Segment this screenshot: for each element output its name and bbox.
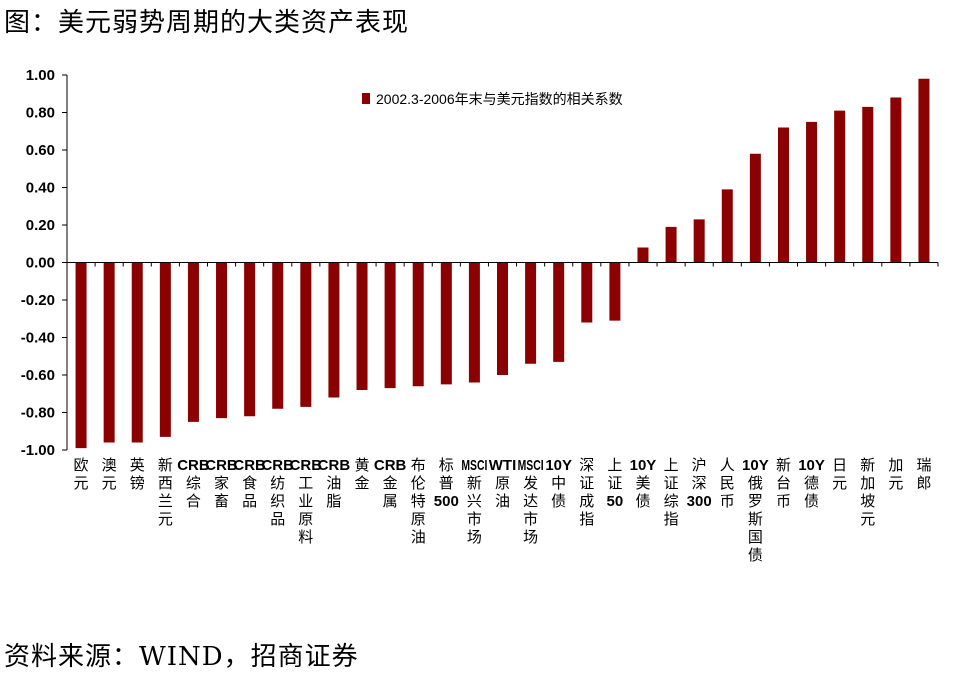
y-tick-label: 1.00 (26, 67, 55, 84)
bar (890, 97, 902, 263)
bar (918, 78, 930, 263)
category-label: 欧元 (74, 456, 89, 492)
category-label: 标普 500 (434, 456, 459, 510)
bar (637, 247, 649, 263)
figure-source: 资料来源：WIND，招商证券 (4, 642, 359, 672)
category-label: CRB 食品 (233, 457, 266, 510)
figure-title: 图：美元弱势周期的大类资产表现 (4, 8, 410, 38)
y-tick-label: -0.80 (21, 405, 55, 422)
bar (328, 262, 340, 398)
bar (244, 262, 256, 417)
x-axis (66, 262, 939, 267)
category-label: 上证 50 (607, 456, 624, 510)
category-label: 10Y 中债 (545, 457, 572, 510)
category-label: 10Y 德债 (798, 457, 825, 510)
bar (497, 262, 508, 375)
y-tick-label: -0.60 (21, 367, 55, 384)
bar (187, 262, 199, 422)
y-tick-label: 0.60 (26, 142, 55, 159)
category-label: 加元 (888, 456, 903, 492)
y-tick-label: -0.40 (21, 330, 55, 347)
category-label: CRB 纺织品 (261, 457, 294, 528)
category-label: 沪深 300 (687, 456, 712, 510)
bar (468, 262, 480, 383)
category-label: 新西兰元 (158, 456, 173, 528)
bar (665, 226, 677, 263)
category-label: 新加坡元 (860, 456, 875, 528)
category-label: 10Y 美债 (630, 457, 657, 510)
legend-label: 2002.3-2006年末与美元指数的相关系数 (376, 91, 623, 107)
category-label: CRB 金属 (374, 457, 407, 510)
category-label: 瑞郎 (916, 456, 931, 492)
bar (777, 127, 789, 263)
bar (721, 189, 733, 263)
category-label: 人民币 (720, 456, 735, 510)
bar (75, 262, 87, 449)
legend: 2002.3-2006年末与美元指数的相关系数 (362, 91, 623, 107)
category-label: 黄金 (355, 456, 370, 492)
category-label: 深证成指 (579, 456, 594, 528)
bar (581, 262, 593, 323)
bar (862, 106, 874, 263)
bar (272, 262, 284, 409)
category-label: CRB 家畜 (205, 457, 238, 510)
category-label: CRB 油脂 (318, 457, 351, 510)
bar (525, 262, 537, 364)
bar (216, 262, 228, 419)
bar (553, 262, 565, 362)
bars-group (75, 78, 930, 449)
bar (300, 262, 312, 407)
bar (749, 153, 761, 263)
category-label: 布伦特原油 (411, 456, 426, 546)
y-tick-label: -0.20 (21, 292, 55, 309)
bar (103, 262, 115, 443)
bar (384, 262, 396, 389)
y-tick-label: 0.40 (26, 180, 55, 197)
bar (412, 262, 424, 387)
category-label: MSCI 新兴市场 (461, 457, 487, 546)
bar (356, 262, 368, 390)
bar (834, 110, 846, 263)
y-axis: 1.00 0.80 0.60 0.40 0.20 0.00 -0.20 -0.40 -0.60 -… (21, 67, 68, 459)
y-tick-label: 0.20 (26, 217, 55, 234)
bar (609, 262, 621, 321)
category-label: 英镑 (130, 456, 145, 492)
bar (131, 262, 143, 443)
category-label: CRB 工业原料 (290, 457, 323, 546)
bar (159, 262, 171, 437)
bar (440, 262, 452, 385)
category-label: 新台币 (776, 456, 791, 510)
legend-swatch (362, 93, 370, 104)
bar (693, 219, 705, 263)
y-tick-label: 0.00 (26, 255, 55, 272)
category-label: MSCI 发达市场 (518, 457, 544, 546)
category-label: 10Y 俄罗斯国债 (742, 457, 769, 564)
y-tick-label: -1.00 (21, 442, 55, 459)
category-label: WTI 原油 (489, 457, 517, 510)
category-label: 澳元 (102, 456, 117, 492)
bar (806, 121, 818, 263)
category-label: CRB 综合 (177, 457, 210, 510)
y-tick-label: 0.80 (26, 105, 55, 122)
category-label: 上证综指 (664, 456, 679, 528)
category-label: 日元 (832, 456, 847, 492)
